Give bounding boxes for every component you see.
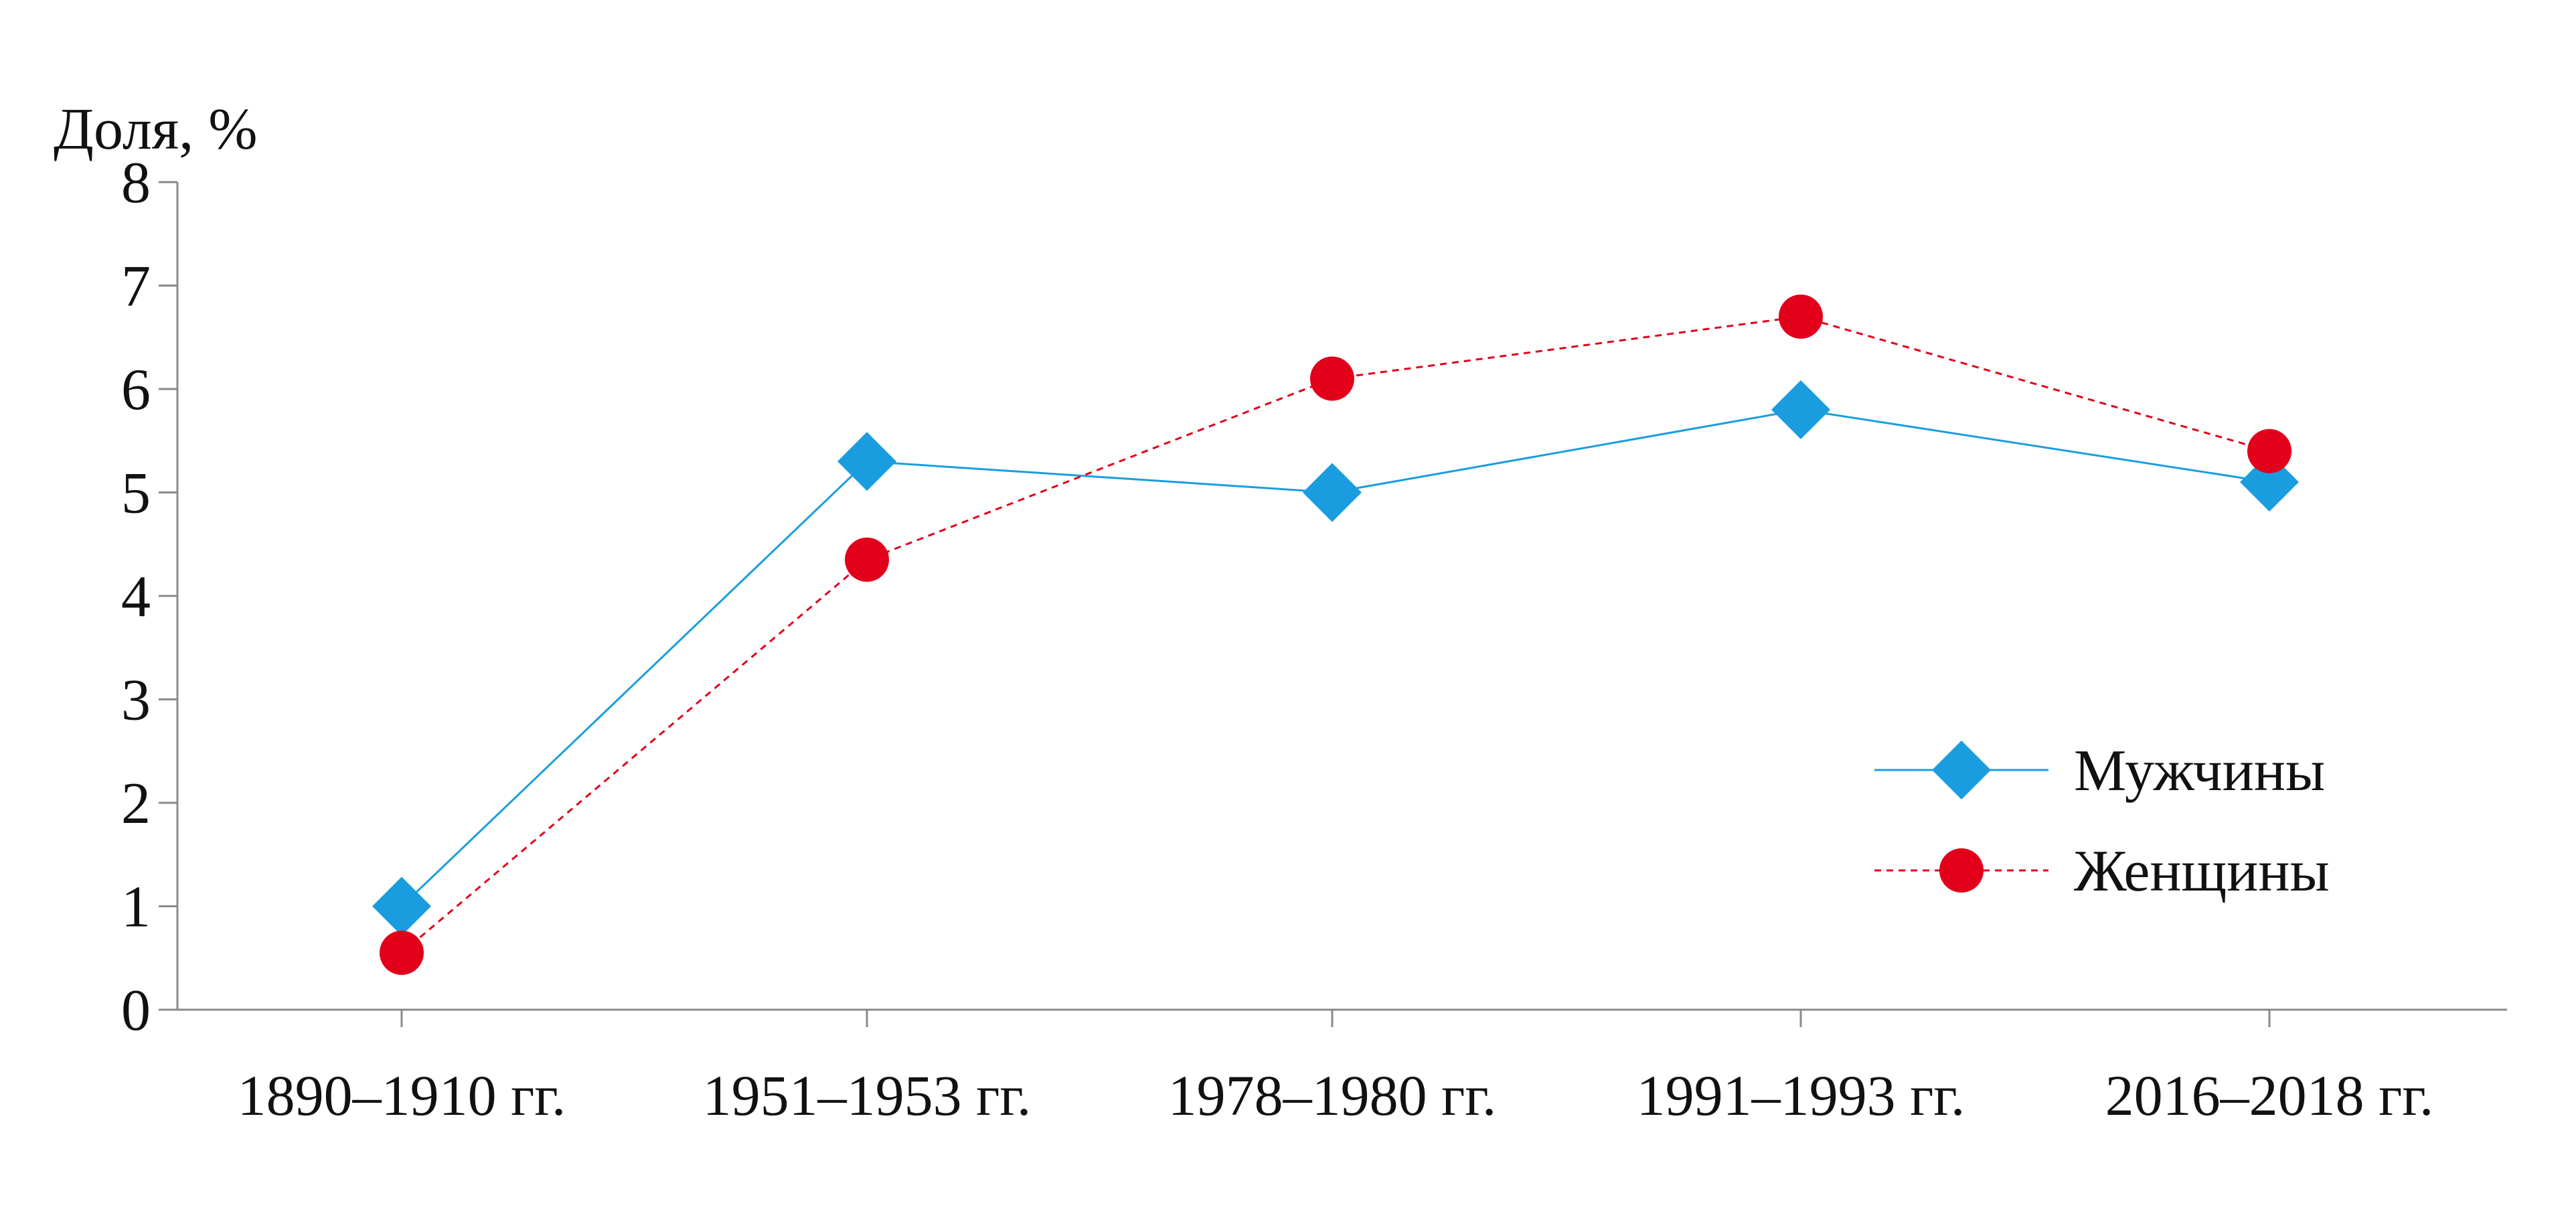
y-tick-label: 1 <box>121 875 151 940</box>
axes: 0 1 2 3 4 5 6 7 8 1890–1910 гг. 1951–1953 гг. 1978–… <box>121 151 2507 1128</box>
series-women <box>380 294 2291 976</box>
legend-item: Мужчины <box>1874 739 2325 803</box>
legend-marker <box>1932 741 1991 799</box>
series-line <box>401 315 2270 954</box>
data-point <box>372 876 431 936</box>
y-tick-label: 8 <box>121 151 151 216</box>
y-tick-label: 5 <box>121 461 151 526</box>
y-tick-label: 2 <box>121 771 151 836</box>
data-point <box>1310 356 1354 401</box>
x-tick-label: 1951–1953 гг. <box>703 1063 1032 1128</box>
legend-item: Женщины <box>1874 839 2330 904</box>
data-point <box>1779 294 1823 339</box>
legend-label: Женщины <box>2074 839 2330 904</box>
y-tick-label: 6 <box>121 358 151 422</box>
y-tick-label: 7 <box>121 254 151 319</box>
y-tick-label: 4 <box>121 564 151 629</box>
data-point <box>1771 380 1830 439</box>
data-point <box>837 432 896 491</box>
data-point <box>2247 429 2291 473</box>
legend-label: Мужчины <box>2074 739 2325 803</box>
data-point <box>845 537 889 582</box>
series-men <box>372 380 2299 936</box>
legend-marker <box>1939 848 1984 893</box>
x-tick-label: 1890–1910 гг. <box>238 1063 566 1128</box>
data-point <box>380 931 424 976</box>
data-point <box>1303 463 1362 522</box>
series-layer <box>372 294 2299 976</box>
y-axis-label: Доля, % <box>54 97 258 162</box>
y-tick-label: 0 <box>121 978 151 1043</box>
x-tick-label: 1978–1980 гг. <box>1168 1063 1497 1128</box>
y-tick-label: 3 <box>121 668 151 733</box>
x-tick-label: 1991–1993 гг. <box>1637 1063 1965 1128</box>
legend: Мужчины Женщины <box>1874 739 2330 904</box>
x-tick-label: 2016–2018 гг. <box>2105 1063 2434 1128</box>
